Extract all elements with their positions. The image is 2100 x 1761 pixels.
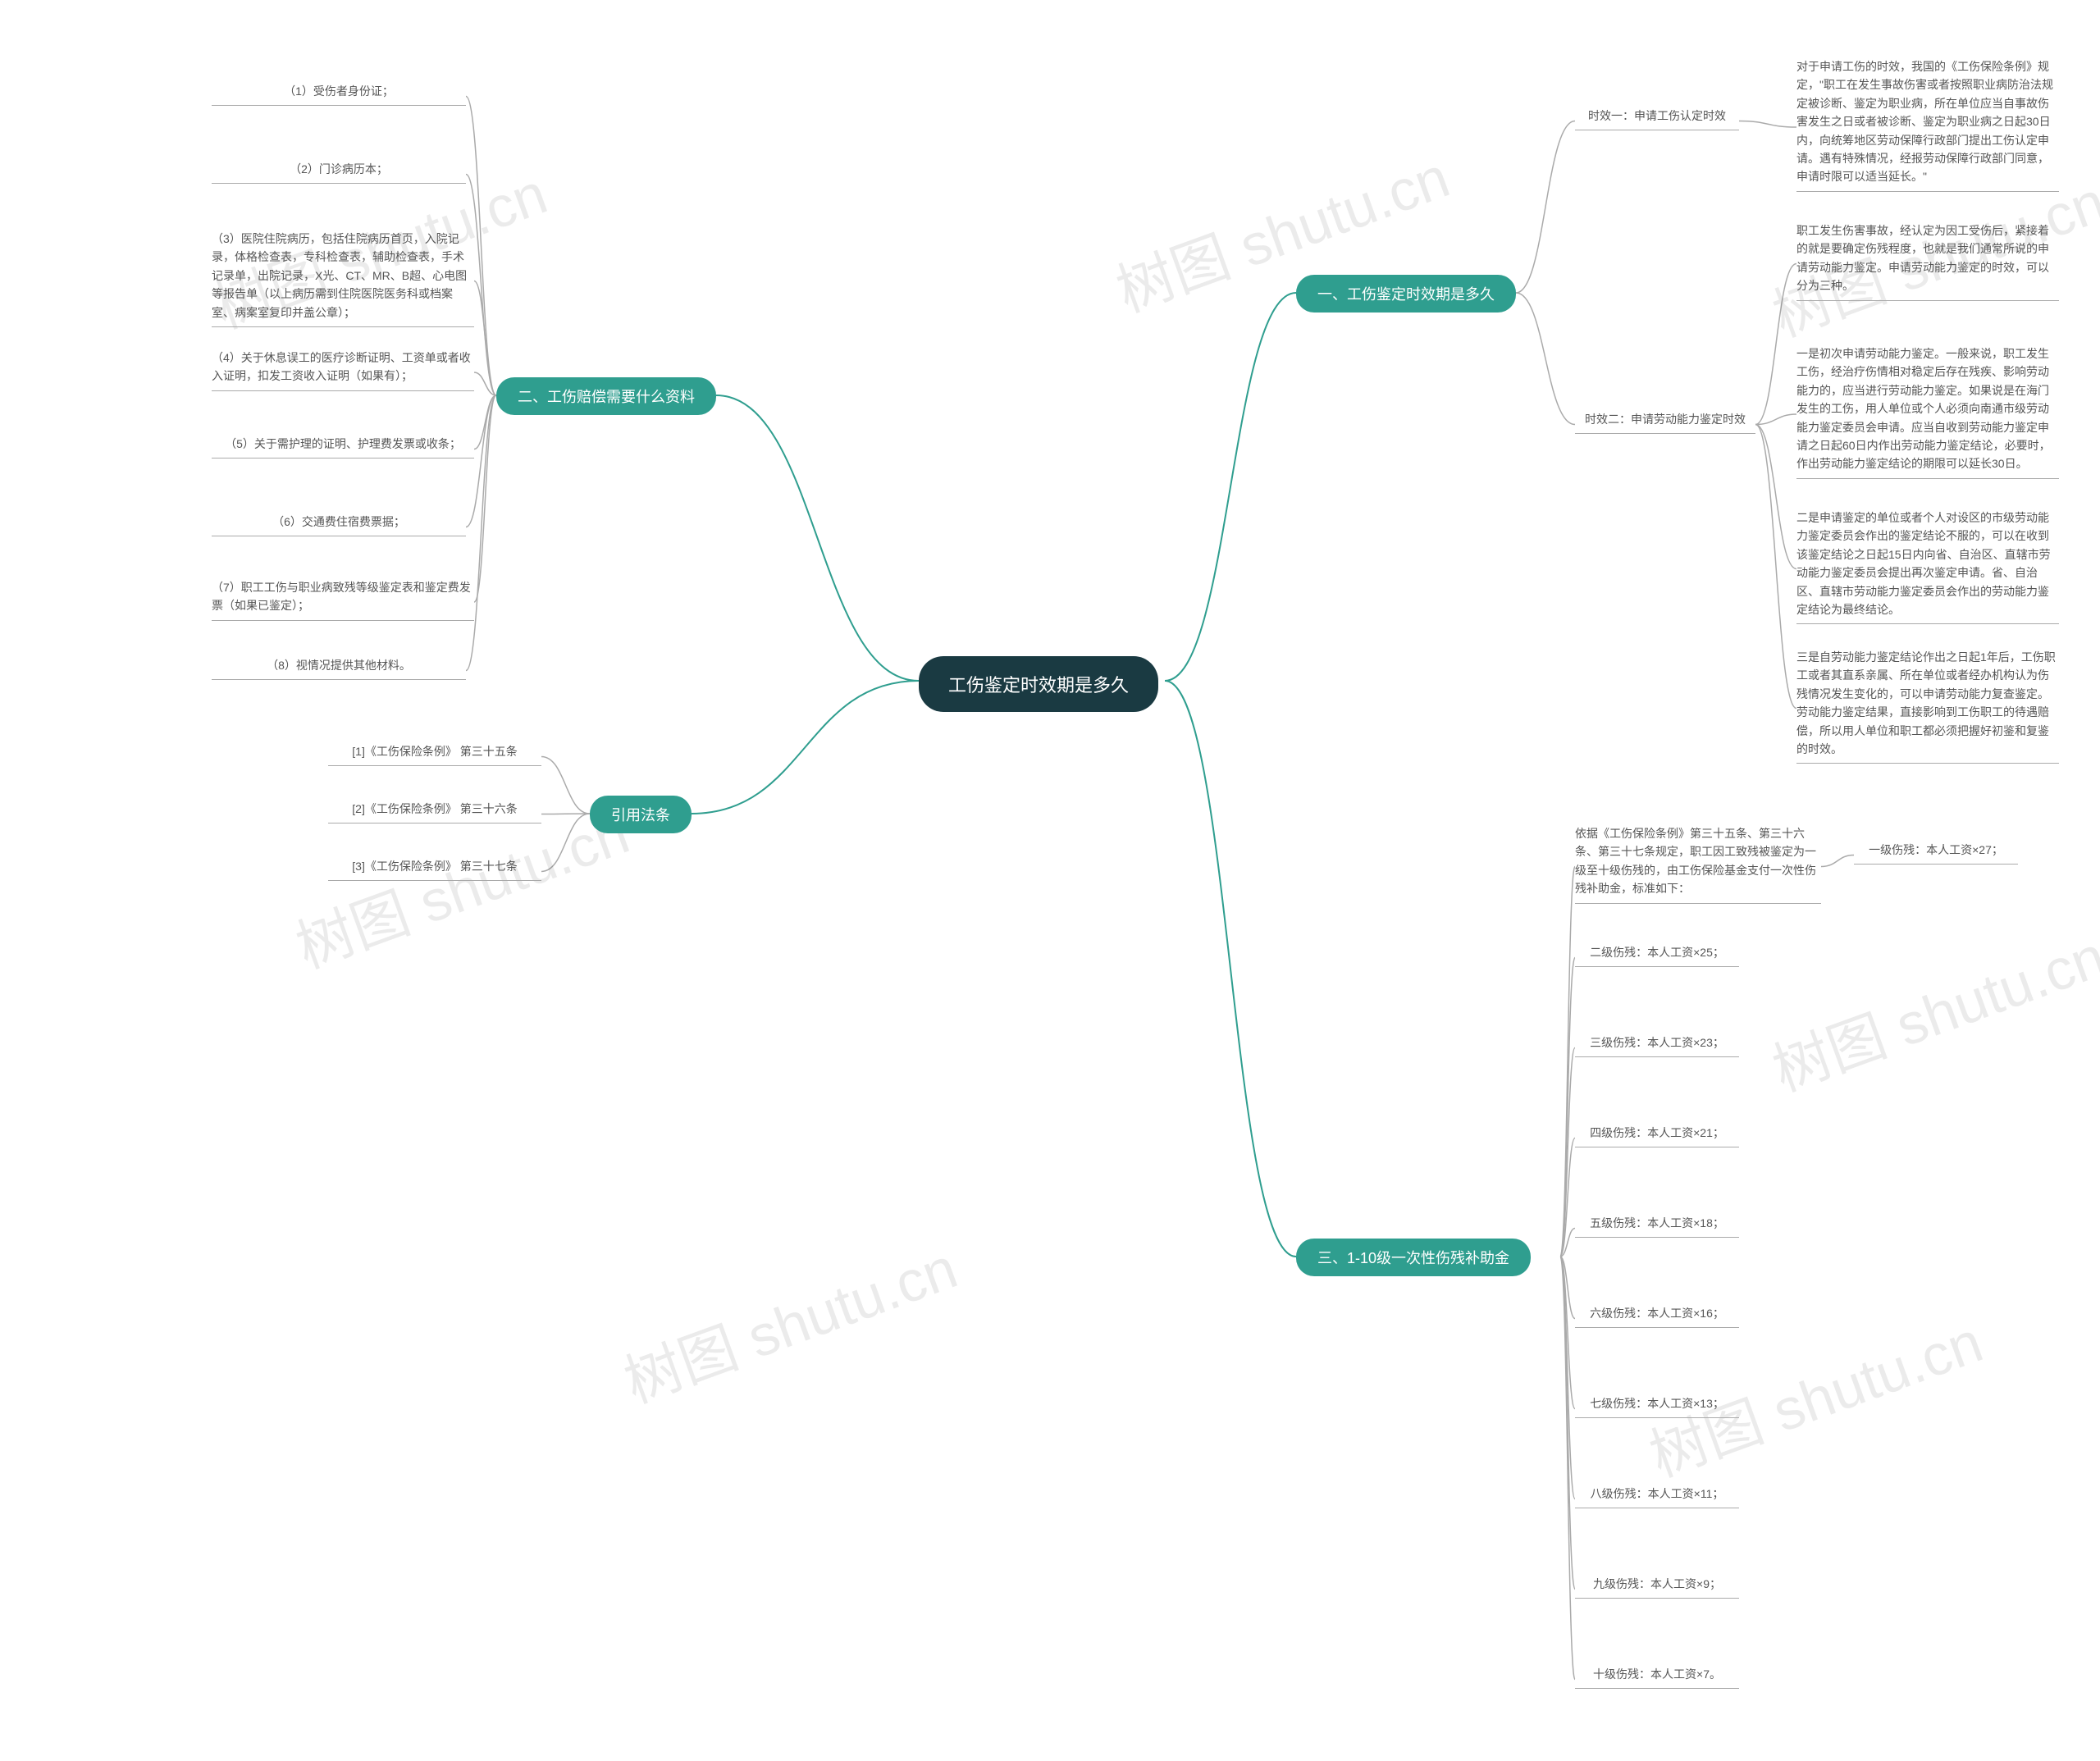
- leaf-node[interactable]: [2]《工伤保险条例》 第三十六条: [328, 800, 541, 823]
- leaf-node[interactable]: 二是申请鉴定的单位或者个人对设区的市级劳动能力鉴定委员会作出的鉴定结论不服的，可…: [1796, 509, 2059, 624]
- leaf-node[interactable]: 七级伤残：本人工资×13；: [1575, 1394, 1739, 1418]
- leaf-node[interactable]: 五级伤残：本人工资×18；: [1575, 1214, 1739, 1238]
- leaf-node[interactable]: [3]《工伤保险条例》 第三十七条: [328, 857, 541, 881]
- leaf-node[interactable]: （6）交通费住宿费票据；: [212, 513, 466, 536]
- branch-node[interactable]: 三、1-10级一次性伤残补助金: [1296, 1239, 1531, 1276]
- leaf-node[interactable]: 一级伤残：本人工资×27；: [1854, 841, 2018, 865]
- leaf-node[interactable]: 对于申请工伤的时效，我国的《工伤保险条例》规定，"职工在发生事故伤害或者按照职业…: [1796, 57, 2059, 192]
- leaf-node[interactable]: 三级伤残：本人工资×23；: [1575, 1033, 1739, 1057]
- leaf-node[interactable]: （2）门诊病历本；: [212, 160, 466, 184]
- root-node[interactable]: 工伤鉴定时效期是多久: [919, 656, 1158, 712]
- leaf-node[interactable]: 九级伤残：本人工资×9；: [1575, 1575, 1739, 1599]
- leaf-node[interactable]: 二级伤残：本人工资×25；: [1575, 943, 1739, 967]
- leaf-node[interactable]: （4）关于休息误工的医疗诊断证明、工资单或者收入证明，扣发工资收入证明（如果有）…: [212, 349, 474, 391]
- leaf-node[interactable]: 时效二：申请劳动能力鉴定时效: [1575, 410, 1755, 434]
- branch-node[interactable]: 引用法条: [590, 796, 692, 833]
- leaf-node[interactable]: 六级伤残：本人工资×16；: [1575, 1304, 1739, 1328]
- leaf-node[interactable]: 职工发生伤害事故，经认定为因工受伤后，紧接着的就是要确定伤残程度，也就是我们通常…: [1796, 221, 2059, 301]
- watermark: 树图 shutu.cn: [612, 1223, 967, 1420]
- leaf-node[interactable]: 时效一：申请工伤认定时效: [1575, 107, 1739, 130]
- leaf-node[interactable]: 依据《工伤保险条例》第三十五条、第三十六条、第三十七条规定，职工因工致残被鉴定为…: [1575, 824, 1821, 904]
- branch-node[interactable]: 一、工伤鉴定时效期是多久: [1296, 275, 1516, 313]
- leaf-node[interactable]: 十级伤残：本人工资×7。: [1575, 1665, 1739, 1689]
- leaf-node[interactable]: （7）职工工伤与职业病致残等级鉴定表和鉴定费发票（如果已鉴定）；: [212, 578, 474, 621]
- leaf-node[interactable]: 三是自劳动能力鉴定结论作出之日起1年后，工伤职工或者其直系亲属、所在单位或者经办…: [1796, 648, 2059, 764]
- branch-node[interactable]: 二、工伤赔偿需要什么资料: [496, 377, 716, 415]
- leaf-node[interactable]: 八级伤残：本人工资×11；: [1575, 1485, 1739, 1508]
- watermark: 树图 shutu.cn: [1760, 911, 2100, 1108]
- leaf-node[interactable]: （5）关于需护理的证明、护理费发票或收条；: [212, 435, 474, 458]
- leaf-node[interactable]: （3）医院住院病历，包括住院病历首页，入院记录，体格检查表，专科检查表，辅助检查…: [212, 230, 474, 327]
- leaf-node[interactable]: [1]《工伤保险条例》 第三十五条: [328, 742, 541, 766]
- leaf-node[interactable]: （1）受伤者身份证；: [212, 82, 466, 106]
- leaf-node[interactable]: 一是初次申请劳动能力鉴定。一般来说，职工发生工伤，经治疗伤情相对稳定后存在残疾、…: [1796, 344, 2059, 479]
- leaf-node[interactable]: （8）视情况提供其他材料。: [212, 656, 466, 680]
- leaf-node[interactable]: 四级伤残：本人工资×21；: [1575, 1124, 1739, 1147]
